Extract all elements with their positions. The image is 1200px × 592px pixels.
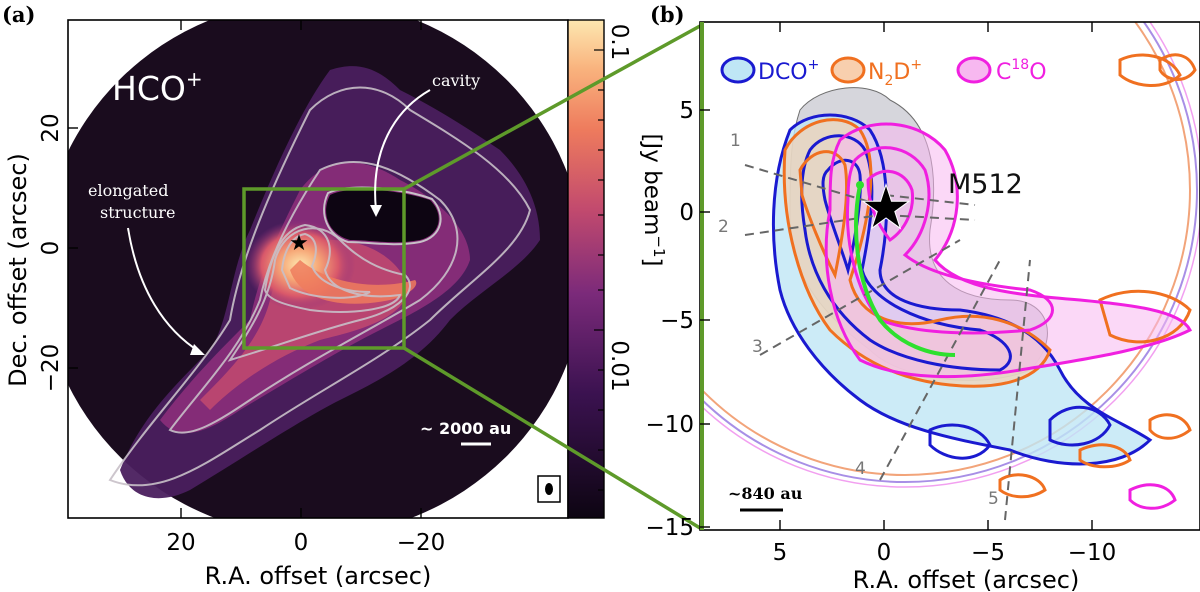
cut-label-5: 5 xyxy=(988,489,999,509)
xtick-a-0: 0 xyxy=(294,530,309,556)
legend-swatch-dco xyxy=(720,56,756,84)
cut-label-1: 1 xyxy=(730,131,741,151)
ytick-b-m5: −5 xyxy=(660,308,694,334)
legend-c18o: C18O xyxy=(996,57,1047,85)
scalebar-label-b: ~840 au xyxy=(728,484,803,503)
panel-a-image: ★ xyxy=(68,20,568,518)
cut-label-2: 2 xyxy=(718,217,729,237)
molecule-label: HCO+ xyxy=(112,67,203,108)
xtick-a-20: 20 xyxy=(166,530,195,556)
ytick-b-5: 5 xyxy=(679,98,694,124)
colorbar-ticks xyxy=(594,49,604,491)
ytick-a-0: 0 xyxy=(38,241,64,256)
colorbar-tick-0.01: 0.01 xyxy=(606,340,632,391)
arrow-cavity xyxy=(374,89,431,211)
ytick-b-m15: −15 xyxy=(645,515,694,541)
cut-label-4: 4 xyxy=(855,459,866,479)
xlabel-a: R.A. offset (arcsec) xyxy=(205,562,432,590)
beam-ellipse xyxy=(545,483,553,495)
zoom-connector-bottom xyxy=(403,346,701,530)
xtick-b-m5: −5 xyxy=(971,540,1005,566)
xlabel-b: R.A. offset (arcsec) xyxy=(853,566,1080,592)
cavity-region xyxy=(326,189,439,243)
legend-n2d: N2D+ xyxy=(868,57,922,89)
spine-curve xyxy=(854,184,956,357)
ticks-b xyxy=(700,22,1093,530)
cut-labels: 1 2 3 4 5 xyxy=(718,131,999,509)
ytick-a-m20: −20 xyxy=(38,344,64,393)
ytick-b-0: 0 xyxy=(679,200,694,226)
ylabel-a: Dec. offset (arcsec) xyxy=(4,153,32,387)
source-label: M512 xyxy=(948,169,1023,200)
ticks-a xyxy=(68,20,422,518)
c18o-contours xyxy=(824,122,1193,510)
legend: DCO+ N2D+ C18O xyxy=(720,56,1047,89)
arrow-elongated xyxy=(127,227,201,353)
panel-b-label: (b) xyxy=(650,2,685,27)
protostar-icon-b: ★ xyxy=(859,173,913,243)
xtick-b-m10: −10 xyxy=(1068,540,1117,566)
zoom-box xyxy=(242,187,406,350)
colorbar-label: [Jy beam−1] xyxy=(639,133,668,266)
c18o-fill xyxy=(826,123,1190,377)
ytick-b-m10: −10 xyxy=(645,412,694,438)
annotation-cavity: cavity xyxy=(432,71,480,90)
annotation-elongated-line2: structure xyxy=(100,203,175,222)
ytick-a-20: 20 xyxy=(38,113,64,142)
zoom-connector-top xyxy=(403,24,701,191)
scalebar-label-a: ~ 2000 au xyxy=(420,419,511,438)
legend-dco: DCO+ xyxy=(758,57,819,85)
cut-label-3: 3 xyxy=(752,337,763,357)
panel-b: (b) xyxy=(645,2,1200,592)
xtick-b-0: 0 xyxy=(877,540,892,566)
legend-swatch-n2d xyxy=(830,56,866,84)
contours xyxy=(108,86,532,487)
legend-swatch-c18o xyxy=(956,56,992,84)
panel-a-label: (a) xyxy=(2,2,35,27)
protostar-icon: ★ xyxy=(289,231,309,256)
annotation-elongated-line1: elongated xyxy=(88,181,168,200)
panel-b-image: 1 2 3 4 5 ★ ~840 au xyxy=(700,22,1200,530)
panel-a: (a) ★ xyxy=(2,2,668,590)
colorbar-tick-0.1: 0.1 xyxy=(606,24,632,61)
colorbar xyxy=(568,20,604,518)
xtick-b-5: 5 xyxy=(773,540,788,566)
xtick-a-m20: −20 xyxy=(397,530,446,556)
